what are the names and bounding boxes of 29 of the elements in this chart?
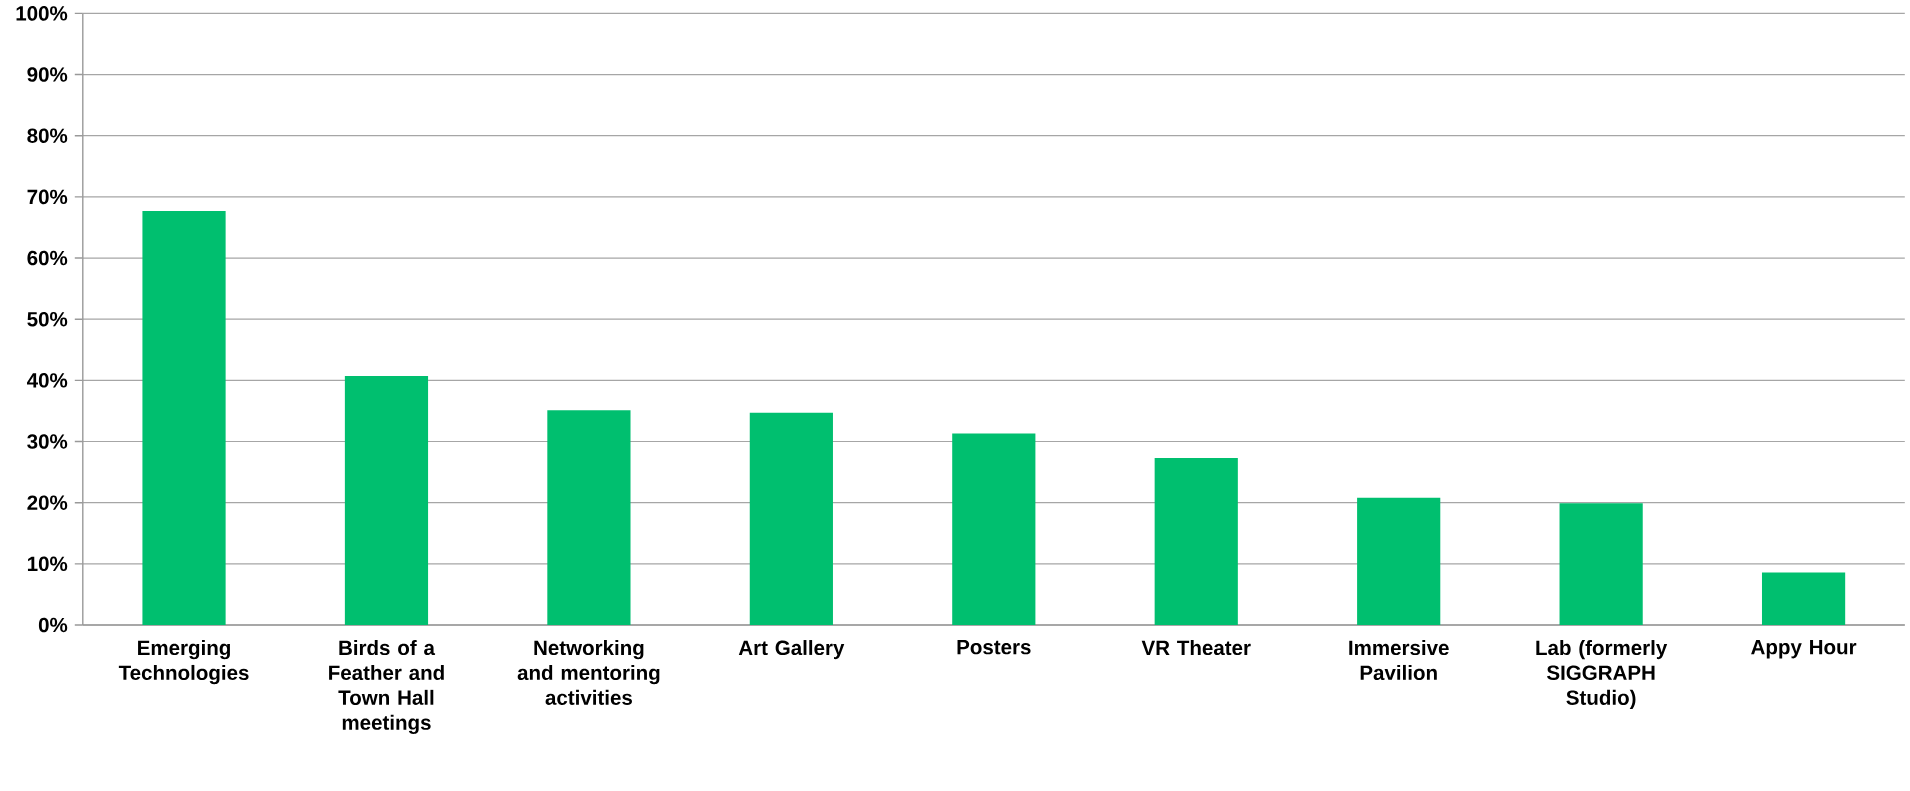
x-tick-label: Appy Hour	[1751, 640, 1857, 659]
bar	[1559, 503, 1643, 625]
y-tick-label: 40%	[26, 373, 68, 388]
x-tick-label: Immersive Pavilion	[1349, 640, 1449, 680]
y-tick-label: 70%	[27, 189, 68, 205]
x-tick-label: VR Theater	[1141, 640, 1251, 656]
bar	[142, 210, 226, 625]
y-tick-label: 80%	[27, 128, 68, 143]
bar	[1761, 572, 1846, 625]
bar	[1154, 458, 1238, 625]
y-tick-label: 10%	[27, 556, 68, 572]
y-tick-label: 20%	[27, 495, 68, 510]
y-tick-label: 30%	[27, 434, 68, 449]
x-tick-label: Emerging Technologies	[118, 640, 249, 685]
y-tick-label: 60%	[27, 250, 68, 266]
y-tick-label: 0%	[38, 617, 68, 633]
x-tick-label: Lab (formerly SIGGRAPH Studio)	[1536, 640, 1668, 709]
y-tick-label: 90%	[27, 67, 68, 82]
bar	[1357, 497, 1441, 625]
bar	[344, 376, 429, 625]
x-tick-label: Art Gallery	[738, 640, 845, 660]
x-tick-label: Birds of a Feather and Town Hall meetings	[329, 640, 444, 734]
bar	[952, 433, 1036, 625]
y-tick-label: 50%	[27, 311, 68, 327]
bar	[547, 410, 631, 625]
bar	[749, 412, 833, 625]
x-tick-label: Posters	[957, 640, 1031, 655]
y-tick-label: 100%	[16, 6, 68, 21]
x-tick-label: Networking and mentoring activities	[517, 640, 660, 705]
